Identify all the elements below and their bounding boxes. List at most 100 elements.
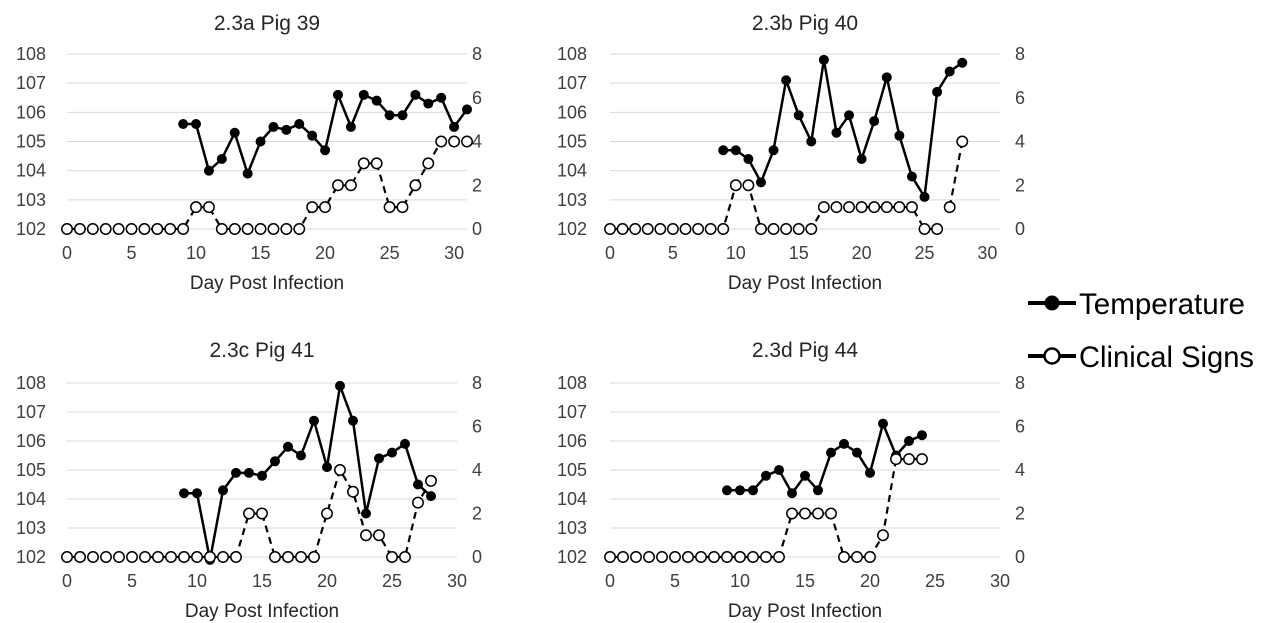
y-right-tick-label: 6 [1015,417,1025,437]
y-left-tick-label: 103 [557,518,587,538]
legend: Temperature Clinical Signs [1028,288,1254,374]
y-left-tick-label: 104 [557,489,587,509]
y-right-tick-label: 8 [472,373,482,393]
legend-temperature-label: Temperature [1079,288,1245,321]
y-left-tick-label: 106 [557,431,587,451]
temperature-point [335,380,345,391]
clinical-signs-point [269,551,281,563]
temperature-point [781,75,792,86]
x-tick-label: 0 [62,571,72,591]
clinical-signs-point [851,551,863,563]
temperature-series [722,418,927,499]
clinical-signs-point [217,551,229,563]
temperature-point [268,121,279,132]
clinical-signs-point [721,551,733,563]
temperature-point [358,89,369,100]
x-tick-label: 5 [127,243,137,263]
y-left-tick-label: 107 [16,73,46,93]
temperature-line [723,58,964,199]
temperature-point [309,415,319,426]
y-right-tick-label: 4 [472,132,482,152]
temperature-point [722,485,732,496]
temperature-point [231,467,241,478]
clinical-signs-point [61,223,73,235]
y-left-tick-label: 103 [16,190,46,210]
clinical-signs-point [905,201,918,214]
clinical-signs-point [767,223,780,235]
y-right-tick-label: 2 [1015,504,1025,524]
y-left-tick-label: 108 [16,373,46,393]
temperature-point [748,485,758,496]
clinical-signs-series [61,135,473,235]
clinical-signs-point [617,551,629,563]
temperature-point [449,121,460,132]
clinical-signs-point [319,201,332,214]
y-right-tick-label: 0 [472,219,482,239]
temperature-point [878,418,888,429]
clinical-signs-point [755,223,767,235]
temperature-point [255,136,266,147]
temperature-point [755,177,766,188]
temperature-point [400,438,410,449]
clinical-signs-point [332,179,344,192]
clinical-signs-point [692,223,705,235]
clinical-signs-point [215,223,228,235]
temperature-point [320,145,331,156]
clinical-signs-point [604,223,616,235]
x-axis-label: Day Post Infection [728,273,882,294]
y-left-tick-label: 105 [16,460,46,480]
x-tick-label: 5 [670,571,680,591]
y-left-tick-label: 105 [16,132,46,152]
clinical-signs-point [742,179,755,192]
y-right-tick-label: 2 [1015,175,1025,195]
temperature-point [192,488,202,499]
chart-title: 2.3b Pig 40 [752,12,858,35]
y-left-tick-label: 108 [557,373,587,393]
clinical-signs-point [280,223,293,235]
clinical-signs-point [817,201,830,214]
clinical-signs-point [165,551,177,563]
legend-clinical-signs-marker [1043,347,1061,365]
clinical-signs-point [204,551,216,563]
clinical-signs-point [386,551,398,563]
y-left-tick-label: 108 [557,44,587,64]
clinical-signs-point [708,551,720,563]
temperature-point [244,467,254,478]
temperature-point [894,130,905,141]
temperature-point [800,470,810,481]
clinical-signs-point [243,507,255,520]
x-tick-label: 15 [251,243,271,263]
clinical-signs-point [461,135,473,148]
y-right-tick-label: 6 [472,88,482,108]
y-left-tick-label: 102 [557,547,587,567]
x-tick-label: 10 [187,571,207,591]
temperature-point [761,470,771,481]
temperature-point [423,98,434,109]
temperature-point [869,116,880,127]
x-tick-label: 30 [447,571,467,591]
clinical-signs-point [293,223,306,235]
temperature-point [793,110,804,121]
clinical-signs-point [666,223,679,235]
temperature-point [294,119,305,129]
y-left-tick-label: 103 [557,190,587,210]
y-left-tick-label: 104 [557,161,587,181]
clinical-signs-point [334,464,346,476]
temperature-point [242,168,253,179]
temperature-point [191,119,202,129]
clinical-signs-point [931,223,944,235]
panel-1: 2.3a Pig 39 102 103 104 105 106 107 108 0 2 4 6 8 0 5 1… [16,12,482,294]
clinical-signs-point [780,223,793,235]
temperature-point [831,127,842,138]
clinical-signs-point [383,201,396,214]
clinical-signs-point [370,157,383,170]
y-left-tick-label: 102 [16,219,46,239]
clinical-signs-point [295,551,307,563]
x-tick-label: 25 [380,243,400,263]
clinical-signs-point [825,507,837,520]
temperature-point [730,145,741,156]
temperature-point [270,456,280,467]
temperature-series [178,89,472,179]
clinical-signs-point [786,507,798,520]
